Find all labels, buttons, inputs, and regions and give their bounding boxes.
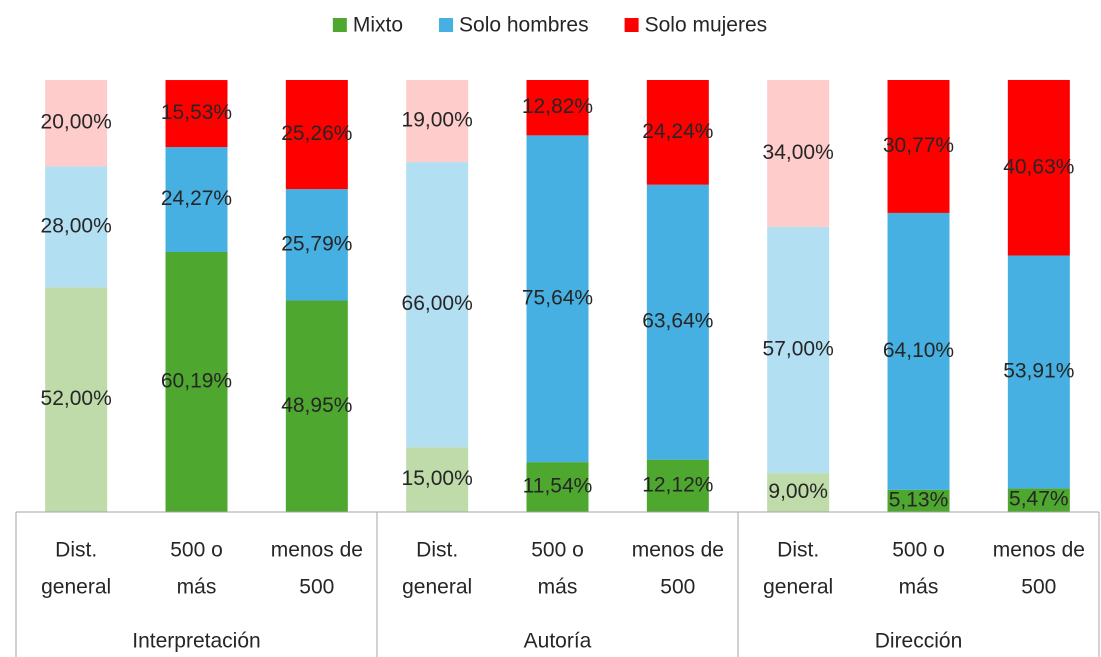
data-label: 5,47% (1009, 488, 1069, 511)
data-label: 75,64% (522, 286, 593, 309)
x-tick-label: general (402, 576, 472, 599)
data-label: 15,00% (402, 467, 473, 490)
bar-segment (285, 300, 348, 512)
data-label: 20,00% (41, 111, 112, 134)
x-tick-label: general (763, 576, 833, 599)
data-label: 24,27% (161, 187, 232, 210)
bar-segment (285, 80, 348, 190)
data-label: 12,12% (642, 473, 713, 496)
bar-segment (285, 189, 348, 301)
x-tick-label: Dist. (777, 539, 819, 562)
group-label: Dirección (875, 630, 963, 653)
x-tick-label: 500 o (531, 539, 584, 562)
x-tick-label: menos de (993, 539, 1085, 562)
x-tick-label: Dist. (416, 539, 458, 562)
bar-segment (646, 80, 709, 185)
legend-swatch (439, 18, 454, 32)
data-label: 19,00% (402, 109, 473, 132)
legend-swatch (332, 18, 347, 32)
data-label: 15,53% (161, 101, 232, 124)
data-label: 24,24% (642, 120, 713, 143)
bar-segment (887, 80, 950, 213)
bar-segment (406, 447, 469, 512)
data-label: 28,00% (41, 214, 112, 237)
x-tick-label: menos de (632, 539, 724, 562)
data-label: 9,00% (768, 480, 828, 503)
bar-segment (887, 489, 950, 512)
data-label: 66,00% (402, 292, 473, 315)
legend-label: Solo mujeres (645, 14, 768, 37)
x-tick-label: menos de (271, 539, 363, 562)
bar-segment (767, 80, 830, 227)
legend-label: Solo hombres (459, 14, 589, 37)
data-label: 34,00% (763, 141, 834, 164)
legend-swatch (624, 18, 639, 32)
group-label: Interpretación (132, 630, 260, 653)
x-tick-label: más (538, 576, 578, 599)
data-label: 25,26% (281, 122, 352, 145)
data-label: 52,00% (41, 387, 112, 410)
x-tick-label: 500 o (892, 539, 945, 562)
bar-segment (45, 166, 108, 288)
x-tick-label: más (177, 576, 217, 599)
x-tick-label: más (899, 576, 939, 599)
bar-segment (165, 251, 228, 513)
x-tick-label: Dist. (55, 539, 97, 562)
x-tick-label: 500 (660, 576, 695, 599)
data-label: 40,63% (1003, 155, 1074, 178)
legend-label: Mixto (353, 14, 403, 37)
bar-segment (165, 147, 228, 252)
bar-segment (165, 80, 228, 148)
bar-segment (406, 80, 469, 163)
bar-segment (406, 162, 469, 448)
data-label: 64,10% (883, 339, 954, 362)
bar-segment (526, 462, 589, 512)
data-label: 30,77% (883, 134, 954, 157)
bar-segment (526, 80, 589, 136)
data-label: 63,64% (642, 310, 713, 333)
data-label: 48,95% (281, 394, 352, 417)
bar-segment (45, 287, 108, 512)
x-tick-label: 500 o (170, 539, 223, 562)
data-label: 53,91% (1003, 359, 1074, 382)
x-tick-label: general (41, 576, 111, 599)
data-label: 11,54% (523, 475, 593, 498)
data-label: 12,82% (522, 95, 593, 118)
bar-segment (1007, 255, 1070, 489)
bar-segment (526, 135, 589, 463)
bar-segment (767, 226, 830, 474)
bar-segment (646, 184, 709, 460)
bar-segment (45, 80, 108, 167)
bar-segment (646, 459, 709, 512)
data-label: 5,13% (889, 488, 949, 511)
x-tick-label: 500 (299, 576, 334, 599)
data-label: 25,79% (281, 232, 352, 255)
data-label: 60,19% (161, 370, 232, 393)
bar-segment (767, 473, 830, 512)
data-label: 57,00% (763, 338, 834, 361)
bar-segment (887, 212, 950, 490)
bar-segment (1007, 79, 1070, 256)
x-tick-label: 500 (1021, 576, 1056, 599)
bar-segment (1007, 488, 1070, 512)
group-label: Autoría (524, 630, 592, 653)
